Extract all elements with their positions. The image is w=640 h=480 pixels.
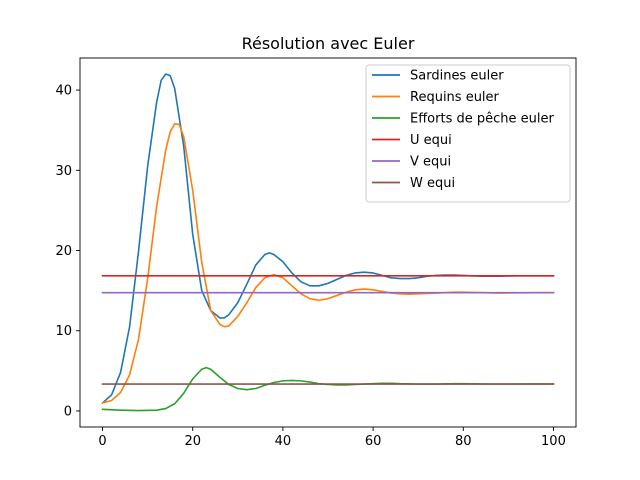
y-tick-label: 20 [55, 244, 72, 259]
x-tick-label: 60 [365, 434, 382, 449]
x-tick-label: 80 [455, 434, 472, 449]
legend: Sardines euler Requins euler Efforts de pê… [365, 64, 571, 203]
x-tick-label: 20 [184, 434, 201, 449]
plot-area [101, 73, 555, 412]
axes-frame [79, 57, 577, 428]
legend-label-5: W equi [410, 176, 455, 191]
axes: 0 20 40 60 80 100 0 10 20 30 40 [55, 57, 577, 449]
legend-box [365, 64, 571, 203]
legend-label-3: U equi [410, 133, 452, 148]
legend-label-4: V equi [410, 155, 451, 170]
x-tick-label: 100 [541, 434, 566, 449]
legend-label-2: Efforts de pêche euler [410, 112, 554, 127]
chart-title: Résolution avec Euler [242, 34, 415, 53]
y-tick-label: 40 [55, 84, 72, 99]
y-tick-label: 10 [55, 324, 72, 339]
y-tick-label: 0 [64, 404, 72, 419]
legend-label-0: Sardines euler [410, 69, 504, 84]
x-tick-label: 40 [275, 434, 292, 449]
legend-label-1: Requins euler [410, 90, 500, 105]
y-tick-label: 30 [55, 164, 72, 179]
x-tick-label: 0 [98, 434, 106, 449]
